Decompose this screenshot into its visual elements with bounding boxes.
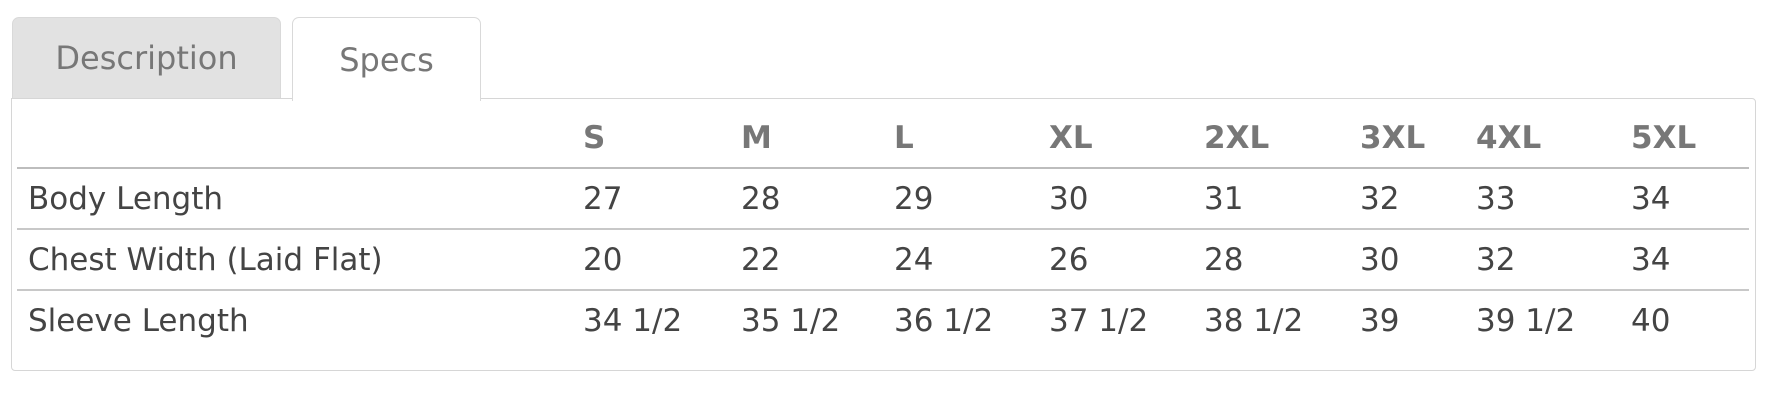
- table-cell: 31: [1204, 168, 1360, 230]
- table-cell: 37 1/2: [1049, 302, 1149, 339]
- size-specs-table: S M L XL 2XL 3XL 4XL 5XL Body Length 27 …: [17, 109, 1749, 350]
- table-cell: 34: [1631, 229, 1749, 291]
- tab-description-label: Description: [55, 39, 238, 77]
- tab-specs[interactable]: Specs: [292, 17, 481, 101]
- column-header-m: M: [741, 109, 894, 169]
- table-cell: 22: [741, 229, 894, 291]
- column-header-empty: [17, 109, 583, 169]
- table-cell: 36 1/2: [894, 302, 994, 339]
- table-row: Chest Width (Laid Flat) 20 22 24 26 28 3…: [17, 229, 1749, 291]
- column-header-5xl: 5XL: [1631, 109, 1749, 169]
- column-header-4xl: 4XL: [1476, 109, 1631, 169]
- table-cell: 38 1/2: [1204, 302, 1304, 339]
- column-header-xl: XL: [1049, 109, 1204, 169]
- table-cell: 26: [1049, 229, 1204, 291]
- table-row: Sleeve Length 34 1/2 35 1/2 36 1/2 37 1/…: [17, 290, 1749, 350]
- table-cell: 33: [1476, 168, 1631, 230]
- tab-specs-label: Specs: [339, 40, 434, 79]
- row-label: Chest Width (Laid Flat): [17, 229, 583, 291]
- table-cell: 29: [894, 168, 1049, 230]
- table-cell: 34 1/2: [583, 302, 683, 339]
- table-cell: 39 1/2: [1476, 302, 1576, 339]
- table-cell: 30: [1360, 229, 1476, 291]
- column-header-3xl: 3XL: [1360, 109, 1476, 169]
- table-cell: 40: [1631, 302, 1671, 339]
- table-cell: 30: [1049, 168, 1204, 230]
- table-cell: 24: [894, 229, 1049, 291]
- table-cell: 39: [1360, 302, 1400, 339]
- row-label: Sleeve Length: [28, 302, 249, 339]
- table-cell: 32: [1360, 168, 1476, 230]
- table-cell: 20: [583, 229, 741, 291]
- table-cell: 35 1/2: [741, 302, 841, 339]
- table-header-row: S M L XL 2XL 3XL 4XL 5XL: [17, 109, 1749, 169]
- table-row: Body Length 27 28 29 30 31 32 33 34: [17, 168, 1749, 230]
- table-cell: 34: [1631, 168, 1749, 230]
- column-header-2xl: 2XL: [1204, 109, 1360, 169]
- row-label: Body Length: [17, 168, 583, 230]
- table-cell: 32: [1476, 229, 1631, 291]
- column-header-l: L: [894, 109, 1049, 169]
- tab-description[interactable]: Description: [12, 17, 281, 99]
- specs-panel: S M L XL 2XL 3XL 4XL 5XL Body Length 27 …: [11, 98, 1756, 371]
- column-header-s: S: [583, 109, 741, 169]
- table-cell: 27: [583, 168, 741, 230]
- table-cell: 28: [1204, 229, 1360, 291]
- table-cell: 28: [741, 168, 894, 230]
